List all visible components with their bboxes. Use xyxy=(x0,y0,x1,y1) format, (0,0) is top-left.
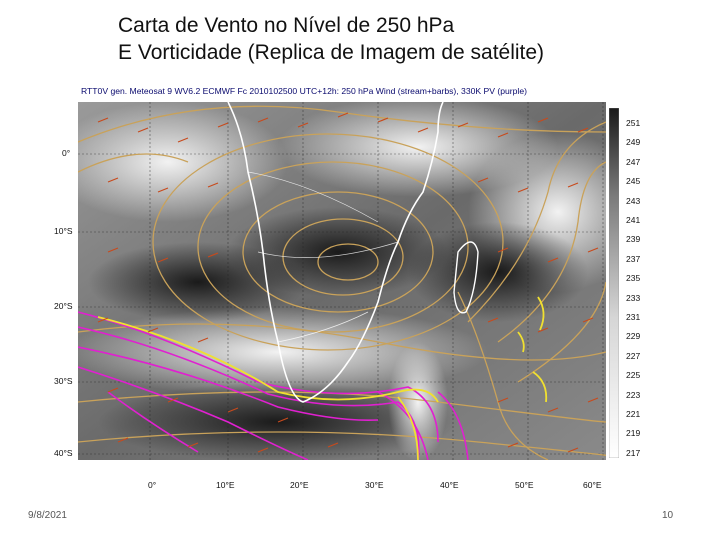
colorbar-label: 225 xyxy=(626,370,641,381)
moist-tongue-s xyxy=(388,342,448,460)
moist-region-nw xyxy=(78,102,288,222)
dry-region-sw xyxy=(98,382,458,460)
lat-label-10s: 10°S xyxy=(54,226,73,236)
colorbar-label: 243 xyxy=(626,195,641,206)
lon-label-50e: 50°E xyxy=(515,480,534,490)
figure-header: RTT0V gen. Meteosat 9 WV6.2 ECMWF Fc 201… xyxy=(81,86,527,96)
colorbar xyxy=(609,108,619,458)
lon-label-40e: 40°E xyxy=(440,480,459,490)
lon-label-10e: 10°E xyxy=(216,480,235,490)
slide-page-number: 10 xyxy=(662,510,674,521)
colorbar-label: 223 xyxy=(626,389,641,400)
lat-label-30s: 30°S xyxy=(54,376,73,386)
lon-label-30e: 30°E xyxy=(365,480,384,490)
lat-label-20s: 20°S xyxy=(54,301,73,311)
colorbar-label: 227 xyxy=(626,350,641,361)
satellite-map xyxy=(78,102,606,460)
colorbar-label: 251 xyxy=(626,118,641,128)
dry-region-w xyxy=(88,242,308,322)
wind-barbs xyxy=(97,112,599,453)
lon-label-60e: 60°E xyxy=(583,480,602,490)
colorbar-label: 231 xyxy=(626,312,641,322)
colorbar-label: 233 xyxy=(626,292,641,303)
lon-label-20e: 20°E xyxy=(290,480,309,490)
coastline-madagascar xyxy=(453,241,479,314)
colorbar-label: 249 xyxy=(626,137,641,148)
colorbar-label: 219 xyxy=(626,428,641,439)
coastline-africa xyxy=(227,102,444,403)
colorbar-label: 245 xyxy=(626,176,641,187)
lat-label-0: 0° xyxy=(62,148,71,158)
colorbar-label: 241 xyxy=(626,215,641,225)
lon-label-0: 0° xyxy=(148,480,157,490)
colorbar-label: 217 xyxy=(626,447,641,458)
colorbar-label: 221 xyxy=(626,409,641,419)
colorbar-label: 239 xyxy=(626,234,641,245)
map-svg xyxy=(78,102,606,460)
weather-map-figure: RTT0V gen. Meteosat 9 WV6.2 ECMWF Fc 201… xyxy=(54,84,640,496)
country-borders xyxy=(247,171,399,343)
colorbar-label: 247 xyxy=(626,156,641,167)
moist-band-s xyxy=(78,307,488,397)
jet-core xyxy=(97,296,548,460)
colorbar-label: 235 xyxy=(626,273,641,284)
lat-label-40s: 40°S xyxy=(54,448,73,458)
slide-title-line-1: Carta de Vento no Nível de 250 hPa xyxy=(118,14,455,37)
colorbar-label: 237 xyxy=(626,253,641,264)
slide-title: Carta de Vento no Nível de 250 hPa E Vor… xyxy=(118,12,678,66)
colorbar-label: 229 xyxy=(626,331,641,342)
slide-date: 9/8/2021 xyxy=(28,510,67,521)
slide-title-line-2: E Vorticidade (Replica de Imagem de saté… xyxy=(118,41,545,64)
